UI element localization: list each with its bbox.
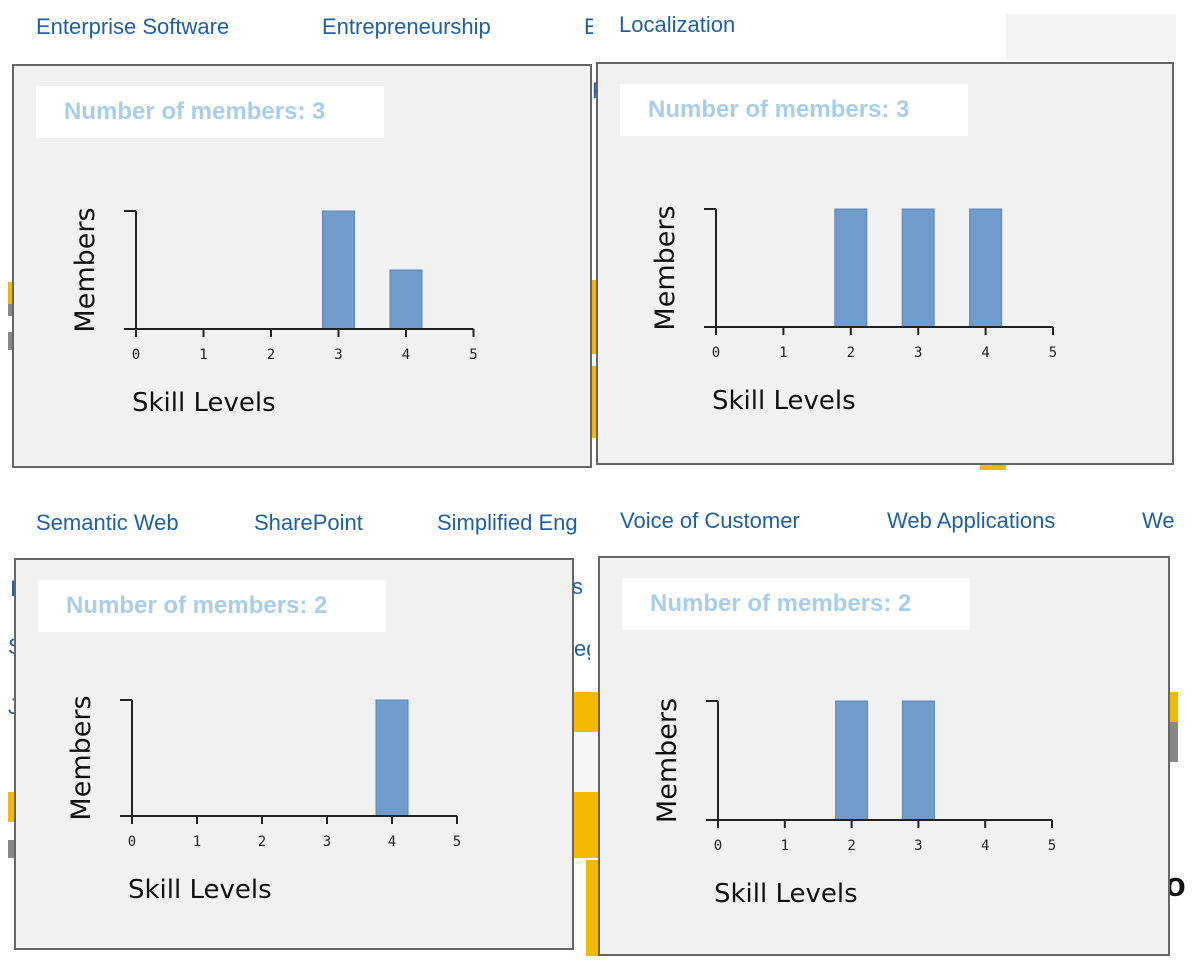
x-tick-label: 4 — [388, 834, 396, 850]
y-axis-title: Members — [652, 698, 683, 823]
x-tick-label: 3 — [334, 347, 342, 363]
histogram-bar — [835, 700, 869, 821]
link-web-applications[interactable]: Web Applications — [887, 508, 1056, 533]
fragment-text: o — [1165, 866, 1186, 904]
x-tick-label: 1 — [199, 347, 207, 363]
member-count-label: Number of members: 3 — [648, 96, 910, 123]
y-axis-title: Members — [66, 695, 97, 820]
x-tick-label: 4 — [981, 838, 989, 854]
chart-panel-2: Number of members: 3 0 1 2 3 4 5 Members Skill … — [596, 62, 1174, 465]
x-axis-title: Skill Levels — [712, 386, 856, 416]
member-count-label: Number of members: 3 — [64, 98, 326, 125]
member-count-box: Number of members: 2 — [622, 578, 970, 630]
fragment-text: I — [10, 576, 16, 602]
x-tick-label: 0 — [714, 838, 722, 854]
x-tick-label: 1 — [193, 834, 201, 850]
skill-histogram: 0 1 2 3 4 5 Members Skill Levels — [652, 698, 1056, 909]
x-tick-label: 0 — [712, 345, 720, 361]
chart-panel-1: Number of members: 3 0 1 2 3 4 5 Members Skill … — [12, 64, 592, 468]
fragment-text: s — [572, 574, 583, 599]
link-enterprise-software[interactable]: Enterprise Software — [36, 14, 230, 39]
chart-panel-4: Number of members: 2 0 1 2 3 4 5 Members Skill … — [598, 556, 1170, 956]
x-tick-label: 0 — [132, 347, 140, 363]
x-tick-label: 5 — [1049, 345, 1057, 361]
histogram-bar — [322, 210, 355, 330]
link-localization[interactable]: Localization — [619, 12, 736, 37]
link-sharepoint[interactable]: SharePoint — [254, 510, 363, 535]
chart-panel-3: Number of members: 2 0 1 2 3 4 5 Members Skill … — [14, 558, 574, 950]
y-axis-title: Members — [650, 205, 681, 330]
link-partial-we[interactable]: We — [1142, 508, 1175, 533]
member-count-box: Number of members: 3 — [36, 86, 384, 138]
y-axis-title: Members — [70, 207, 101, 332]
link-voice-of-customer[interactable]: Voice of Customer — [620, 508, 800, 533]
background-block — [1168, 722, 1178, 762]
link-simplified-english[interactable]: Simplified Eng — [437, 510, 578, 535]
background-block — [1006, 14, 1176, 60]
x-tick-label: 2 — [258, 834, 266, 850]
background-block — [8, 332, 14, 350]
x-axis-title: Skill Levels — [714, 879, 858, 909]
x-tick-label: 5 — [1048, 838, 1056, 854]
skill-histogram: 0 1 2 3 4 5 Members Skill Levels — [70, 207, 478, 418]
x-tick-label: 5 — [453, 834, 461, 850]
x-tick-label: 1 — [781, 838, 789, 854]
accent-block — [8, 792, 14, 822]
x-tick-label: 1 — [779, 345, 787, 361]
x-tick-label: 4 — [981, 345, 989, 361]
x-tick-label: 3 — [914, 838, 922, 854]
histogram-bar — [901, 700, 935, 821]
member-count-label: Number of members: 2 — [650, 590, 912, 617]
link-partial-e[interactable]: E — [584, 14, 593, 39]
accent-block — [590, 366, 596, 438]
fragment-text: J — [8, 694, 19, 720]
accent-block — [980, 462, 1006, 470]
histogram-bar — [969, 208, 1003, 328]
member-count-box: Number of members: 2 — [38, 580, 386, 632]
member-count-box: Number of members: 3 — [620, 84, 968, 136]
x-tick-label: 4 — [402, 347, 410, 363]
accent-block — [586, 860, 600, 956]
accent-block — [1168, 692, 1178, 722]
x-tick-label: 0 — [128, 834, 136, 850]
link-semantic-web[interactable]: Semantic Web — [36, 510, 179, 535]
background-block — [8, 304, 14, 316]
x-tick-label: 3 — [323, 834, 331, 850]
link-entrepreneurship[interactable]: Entrepreneurship — [322, 14, 491, 39]
accent-block — [8, 282, 14, 304]
histogram-bar — [901, 208, 935, 328]
histogram-bar — [375, 699, 409, 817]
member-count-label: Number of members: 2 — [66, 592, 328, 619]
accent-block — [590, 280, 596, 354]
histogram-bar — [834, 208, 868, 328]
x-tick-label: 3 — [914, 345, 922, 361]
x-axis-title: Skill Levels — [128, 875, 272, 905]
fragment-text: P — [592, 78, 598, 104]
x-tick-label: 2 — [847, 345, 855, 361]
x-tick-label: 2 — [267, 347, 275, 363]
skill-histogram: 0 1 2 3 4 5 Members Skill Levels — [650, 205, 1057, 416]
x-tick-label: 5 — [469, 347, 477, 363]
x-tick-label: 2 — [847, 838, 855, 854]
skill-histogram: 0 1 2 3 4 5 Members Skill Levels — [66, 695, 461, 905]
x-axis-title: Skill Levels — [132, 388, 276, 418]
histogram-bar — [389, 269, 423, 330]
fragment-text: eg — [574, 636, 590, 661]
background-block — [8, 840, 14, 858]
